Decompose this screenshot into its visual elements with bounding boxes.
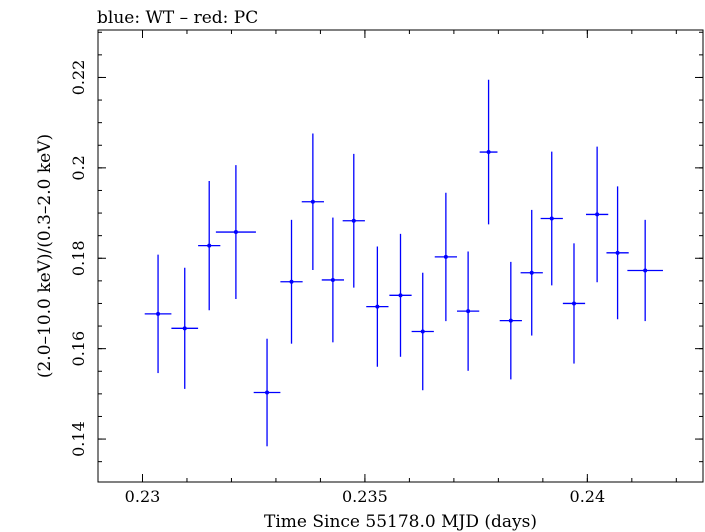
point-marker bbox=[571, 301, 576, 306]
x-axis-label: Time Since 55178.0 MJD (days) bbox=[264, 512, 537, 532]
point-marker bbox=[351, 218, 356, 223]
data-point bbox=[301, 133, 324, 271]
data-point bbox=[215, 165, 256, 299]
x-tick-label: 0.235 bbox=[342, 487, 388, 506]
axis-ticks: 0.23 0.235 0.24 0.14 0.16 0.18 0.2 0.22 bbox=[69, 30, 703, 506]
y-tick-label: 0.16 bbox=[69, 331, 88, 367]
chart-title: blue: WT – red: PC bbox=[97, 8, 258, 28]
point-marker bbox=[486, 150, 491, 155]
data-point bbox=[627, 219, 663, 322]
point-marker bbox=[595, 212, 600, 217]
y-tick-label: 0.2 bbox=[69, 155, 88, 180]
point-marker bbox=[466, 309, 471, 314]
data-point bbox=[562, 243, 586, 364]
data-point bbox=[586, 146, 609, 283]
data-point bbox=[434, 192, 457, 322]
data-point bbox=[280, 219, 303, 344]
data-point bbox=[198, 180, 221, 311]
x-tick-label: 0.23 bbox=[125, 487, 161, 506]
y-tick-label: 0.22 bbox=[69, 60, 88, 96]
data-points bbox=[144, 79, 663, 447]
data-point bbox=[144, 254, 172, 374]
x-tick-label: 0.24 bbox=[570, 487, 606, 506]
point-marker bbox=[207, 243, 212, 248]
point-marker bbox=[443, 254, 448, 259]
point-marker bbox=[529, 270, 534, 275]
point-marker bbox=[420, 329, 425, 334]
data-point bbox=[540, 151, 563, 286]
point-marker bbox=[615, 250, 620, 255]
y-axis-label: (2.0–10.0 keV)/(0.3–2.0 keV) bbox=[35, 134, 55, 378]
data-point bbox=[411, 272, 434, 391]
point-marker bbox=[375, 304, 380, 309]
point-marker bbox=[643, 268, 648, 273]
point-marker bbox=[156, 311, 161, 316]
point-marker bbox=[182, 326, 187, 331]
plot-frame bbox=[97, 29, 704, 483]
point-marker bbox=[265, 390, 270, 395]
data-point bbox=[606, 186, 629, 320]
data-point bbox=[321, 217, 345, 343]
data-point bbox=[520, 209, 543, 336]
data-point bbox=[499, 261, 522, 380]
point-marker bbox=[289, 279, 294, 284]
y-tick-label: 0.18 bbox=[69, 240, 88, 276]
point-marker bbox=[310, 199, 315, 204]
data-point bbox=[366, 246, 389, 367]
point-marker bbox=[330, 277, 335, 282]
point-marker bbox=[508, 318, 513, 323]
data-point bbox=[342, 153, 365, 288]
data-point bbox=[456, 251, 480, 371]
data-point bbox=[389, 233, 412, 357]
point-marker bbox=[398, 293, 403, 298]
data-point bbox=[479, 79, 498, 225]
data-point bbox=[253, 338, 281, 447]
point-marker bbox=[233, 230, 238, 235]
y-tick-label: 0.14 bbox=[69, 421, 88, 457]
data-point bbox=[171, 267, 199, 389]
point-marker bbox=[549, 216, 554, 221]
